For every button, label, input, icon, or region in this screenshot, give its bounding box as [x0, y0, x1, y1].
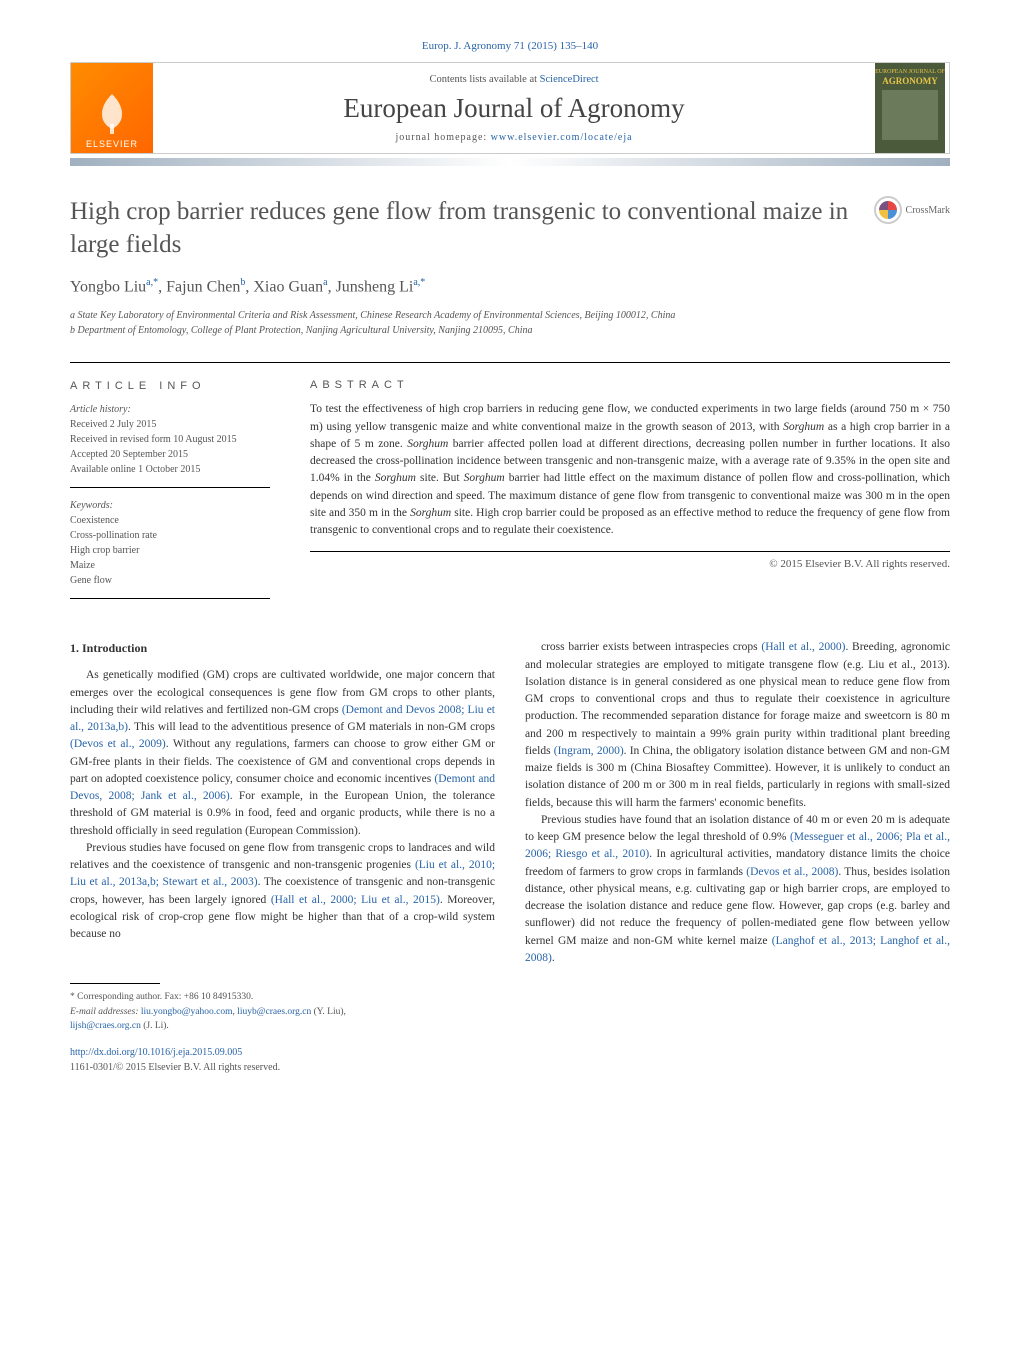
history-received: Received 2 July 2015 — [70, 417, 270, 432]
email-2[interactable]: liuyb@craes.org.cn — [237, 1007, 311, 1017]
body-column-right: cross barrier exists between intraspecie… — [525, 639, 950, 1075]
intro-p1: As genetically modified (GM) crops are c… — [70, 667, 495, 840]
cover-image — [882, 90, 938, 140]
abstract-column: abstract To test the effectiveness of hi… — [310, 379, 950, 609]
body-two-column: 1. Introduction As genetically modified … — [70, 639, 950, 1075]
article-history: Article history: Received 2 July 2015 Re… — [70, 402, 270, 488]
journal-title: European Journal of Agronomy — [153, 93, 875, 124]
affiliation-a: a State Key Laboratory of Environmental … — [70, 308, 950, 323]
sciencedirect-link[interactable]: ScienceDirect — [540, 74, 599, 85]
footnotes: * Corresponding author. Fax: +86 10 8491… — [70, 990, 495, 1033]
journal-cover-thumbnail[interactable]: EUROPEAN JOURNAL OF AGRONOMY — [875, 63, 945, 153]
contents-prefix: Contents lists available at — [429, 74, 539, 85]
crossmark-badge[interactable]: CrossMark — [874, 196, 950, 224]
email-line: E-mail addresses: liu.yongbo@yahoo.com, … — [70, 1005, 495, 1019]
keywords-label: Keywords: — [70, 498, 270, 513]
history-label: Article history: — [70, 402, 270, 417]
email-1[interactable]: liu.yongbo@yahoo.com — [141, 1007, 233, 1017]
journal-header-center: Contents lists available at ScienceDirec… — [153, 68, 875, 149]
email-suffix-1: (Y. Liu), — [311, 1007, 346, 1017]
corresponding-author: * Corresponding author. Fax: +86 10 8491… — [70, 990, 495, 1004]
affiliation-b: b Department of Entomology, College of P… — [70, 323, 950, 338]
doi-link[interactable]: http://dx.doi.org/10.1016/j.eja.2015.09.… — [70, 1045, 495, 1060]
email-3[interactable]: lijsh@craes.org.cn — [70, 1021, 141, 1031]
history-accepted: Accepted 20 September 2015 — [70, 447, 270, 462]
history-online: Available online 1 October 2015 — [70, 462, 270, 477]
email-line-2: lijsh@craes.org.cn (J. Li). — [70, 1019, 495, 1033]
email-suffix-2: (J. Li). — [141, 1021, 169, 1031]
abstract-text: To test the effectiveness of high crop b… — [310, 401, 950, 552]
elsevier-logo[interactable]: ELSEVIER — [71, 63, 153, 153]
header-citation: Europ. J. Agronomy 71 (2015) 135–140 — [70, 40, 950, 52]
introduction-heading: 1. Introduction — [70, 639, 495, 657]
keywords-block: Keywords: Coexistence Cross-pollination … — [70, 498, 270, 599]
history-revised: Received in revised form 10 August 2015 — [70, 432, 270, 447]
email-label: E-mail addresses: — [70, 1007, 141, 1017]
abstract-copyright: © 2015 Elsevier B.V. All rights reserved… — [310, 558, 950, 570]
cover-label-main: AGRONOMY — [882, 76, 938, 86]
elsevier-text: ELSEVIER — [86, 139, 138, 149]
article-info-column: article info Article history: Received 2… — [70, 379, 270, 609]
keyword-1: Cross-pollination rate — [70, 528, 270, 543]
affiliations: a State Key Laboratory of Environmental … — [70, 308, 950, 338]
keyword-3: Maize — [70, 558, 270, 573]
elsevier-tree-icon — [87, 89, 137, 139]
homepage-prefix: journal homepage: — [395, 132, 490, 143]
keyword-4: Gene flow — [70, 573, 270, 588]
keyword-2: High crop barrier — [70, 543, 270, 558]
gradient-separator — [70, 158, 950, 166]
footnote-separator — [70, 983, 160, 984]
keyword-0: Coexistence — [70, 513, 270, 528]
article-info-heading: article info — [70, 380, 270, 392]
article-title: High crop barrier reduces gene flow from… — [70, 196, 854, 261]
homepage-link[interactable]: www.elsevier.com/locate/eja — [491, 132, 633, 143]
journal-header-bar: ELSEVIER Contents lists available at Sci… — [70, 62, 950, 154]
doi-block: http://dx.doi.org/10.1016/j.eja.2015.09.… — [70, 1045, 495, 1075]
crossmark-icon — [874, 196, 902, 224]
abstract-heading: abstract — [310, 379, 950, 391]
intro-p2: Previous studies have focused on gene fl… — [70, 840, 495, 944]
contents-available: Contents lists available at ScienceDirec… — [153, 74, 875, 85]
body-column-left: 1. Introduction As genetically modified … — [70, 639, 495, 1075]
intro-p4: Previous studies have found that an isol… — [525, 812, 950, 967]
intro-p3: cross barrier exists between intraspecie… — [525, 639, 950, 812]
issn-copyright: 1161-0301/© 2015 Elsevier B.V. All right… — [70, 1060, 495, 1075]
journal-homepage: journal homepage: www.elsevier.com/locat… — [153, 132, 875, 143]
crossmark-label: CrossMark — [906, 205, 950, 216]
cover-label-top: EUROPEAN JOURNAL OF — [875, 69, 945, 76]
authors-line: Yongbo Liua,*, Fajun Chenb, Xiao Guana, … — [70, 277, 950, 296]
